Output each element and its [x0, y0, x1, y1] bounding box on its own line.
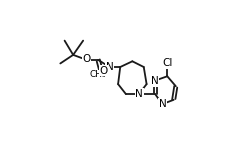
Text: O: O [82, 54, 91, 64]
Text: N: N [106, 62, 114, 72]
Text: N: N [135, 89, 143, 98]
Text: O: O [99, 66, 108, 76]
Text: N: N [159, 99, 166, 109]
Text: CH₃: CH₃ [89, 70, 106, 79]
Text: N: N [151, 76, 159, 86]
Text: Cl: Cl [162, 58, 173, 68]
